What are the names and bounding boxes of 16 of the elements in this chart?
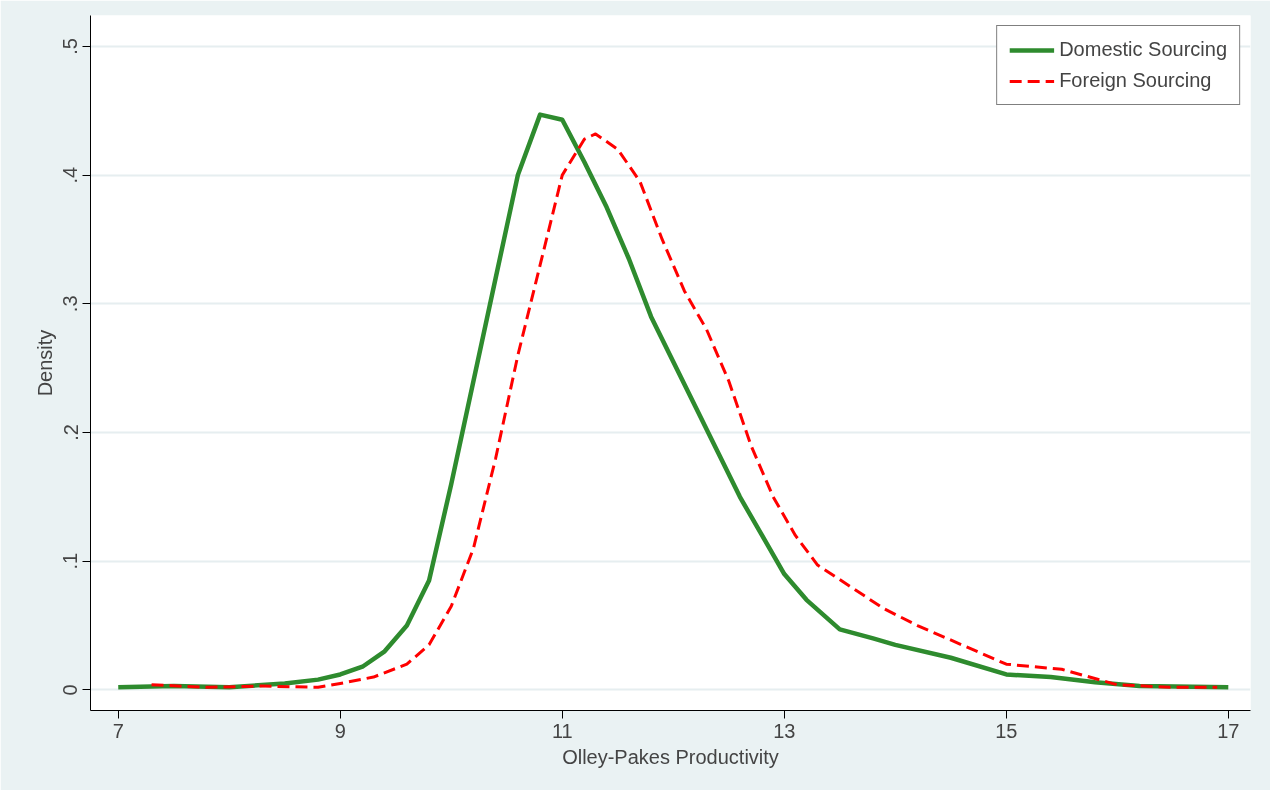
x-tick-label: 7: [112, 719, 124, 742]
x-tick-label: 15: [995, 719, 1018, 742]
y-tick-label: 0: [59, 684, 82, 696]
x-tick-label: 13: [773, 719, 796, 742]
y-tick-label: .2: [59, 424, 82, 441]
y-axis-title: Density: [33, 329, 56, 397]
x-axis-title: Olley-Pakes Productivity: [562, 745, 779, 768]
y-tick-label: .5: [59, 38, 82, 55]
y-tick-label: .3: [59, 295, 82, 313]
y-tick-label: .1: [59, 552, 82, 570]
x-tick-label: 9: [334, 719, 346, 742]
y-tick-label: .4: [59, 166, 82, 184]
legend-label: Foreign Sourcing: [1059, 69, 1212, 92]
legend-label: Domestic Sourcing: [1059, 38, 1227, 61]
x-tick-label: 11: [551, 719, 573, 742]
x-tick-label: 17: [1217, 719, 1240, 742]
